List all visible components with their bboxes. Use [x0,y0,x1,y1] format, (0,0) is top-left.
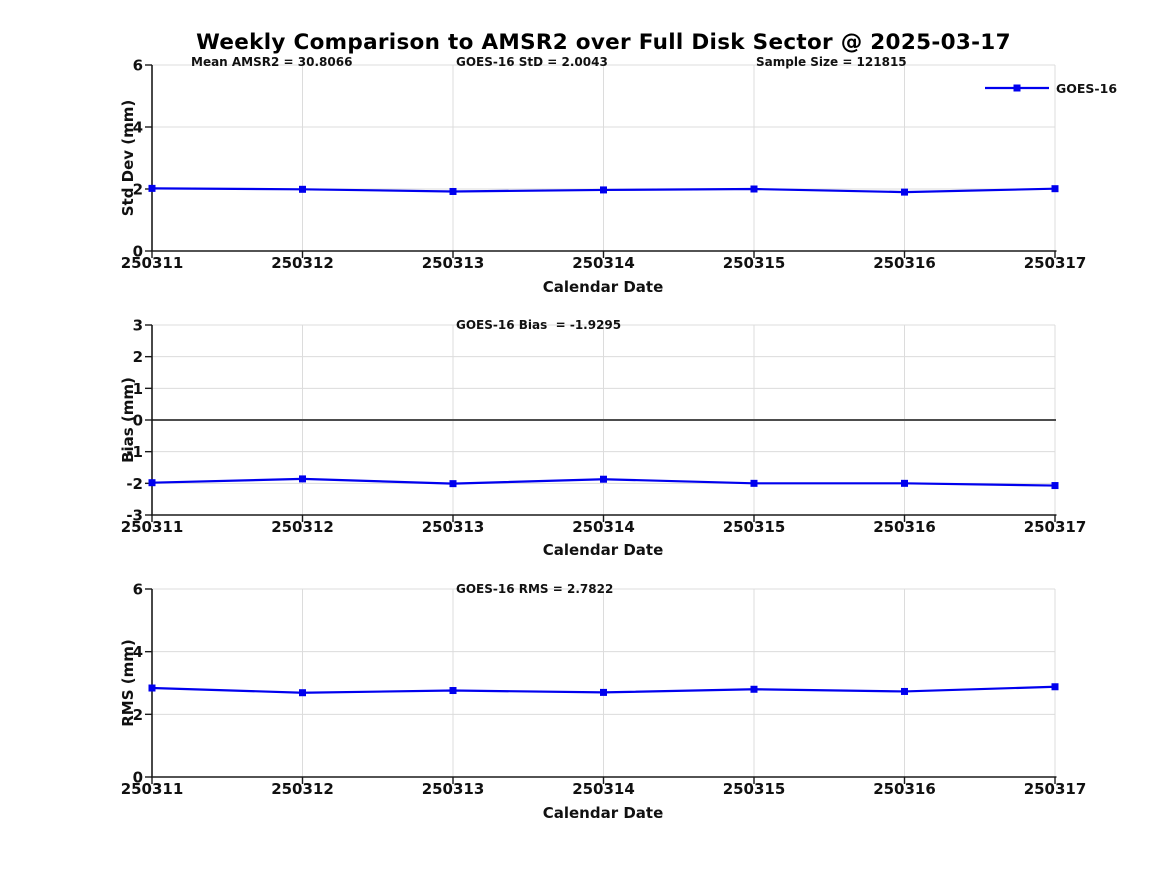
figure-title: Weekly Comparison to AMSR2 over Full Dis… [196,30,1011,55]
x-tick-label: 250315 [723,518,786,536]
subplot-1: 0 2 4 6 250311 250312 250313 250314 250315 250316… [121,57,1087,273]
y-tick-label: 6 [133,581,143,599]
y-tick-label: 4 [133,119,143,137]
legend-marker [1013,84,1021,92]
annotation-sample-size: Sample Size = 121815 [756,55,907,69]
subplot-3-series-goes-16 [148,683,1059,697]
subplot-3-tick-labels: 0 2 4 6 250311 250312 250313 250314 250315 250316… [121,581,1087,799]
data-point-marker [901,479,908,487]
data-point-marker [600,688,607,696]
y-tick-label: -1 [126,443,143,461]
data-point-marker [449,480,457,488]
x-tick-label: 250314 [572,254,635,272]
data-point-marker [148,479,156,487]
y-tick-label: 2 [133,348,143,366]
data-point-marker [449,187,457,195]
data-point-marker [1051,482,1059,490]
data-point-marker [600,186,607,194]
annotation-goes16-std: GOES-16 StD = 2.0043 [456,55,608,69]
y-axis-label-stddev: Std Dev (mm) [119,99,137,217]
y-tick-label: 3 [133,317,143,335]
y-tick-label: 0 [133,412,143,430]
x-tick-label: 250311 [121,780,184,798]
y-axis-label-bias: Bias (mm) [119,377,137,463]
data-point-marker [901,188,908,196]
legend-label-goes16: GOES-16 [1056,81,1118,96]
annotation-mean-amsr2: Mean AMSR2 = 30.8066 [191,55,353,69]
x-tick-label: 250315 [723,254,786,272]
subplot-1-axes [145,64,1057,258]
data-point-marker [148,184,156,192]
data-point-marker [901,687,908,695]
x-tick-label: 250317 [1024,518,1087,536]
data-point-marker [299,185,306,193]
data-point-marker [750,685,758,693]
data-point-marker [750,185,758,193]
subplot-2: -3 -2 -1 0 1 2 3 250311 250312 250313 250314 250315… [121,317,1087,537]
y-tick-label: 2 [133,706,143,724]
subplot-2-axes [145,324,1057,522]
x-axis-label-3: Calendar Date [542,804,664,822]
x-tick-label: 250312 [271,780,334,798]
legend-sample [985,84,1049,92]
subplot-3-grid [152,588,1056,777]
subplot-3: 0 2 4 6 250311 250312 250313 250314 250315 250316… [121,581,1087,799]
data-point-marker [1051,185,1059,193]
data-point-marker [299,689,306,697]
subplot-2-tick-labels: -3 -2 -1 0 1 2 3 250311 250312 250313 250314 250315… [121,317,1087,537]
x-axis-label-2: Calendar Date [542,541,664,559]
y-tick-label: 0 [133,243,143,261]
x-tick-label: 250311 [121,254,184,272]
x-tick-label: 250312 [271,254,334,272]
subplot-2-series-goes-16 [148,475,1059,490]
x-axis-label-1: Calendar Date [542,278,664,296]
y-tick-label: 1 [133,380,143,398]
y-tick-label: -2 [126,475,143,493]
y-tick-label: 0 [133,769,143,787]
subplot-3-axes [145,588,1057,784]
data-point-marker [750,479,758,487]
y-axis-label-rms: RMS (mm) [119,639,137,727]
x-tick-label: 250313 [422,254,485,272]
data-point-marker [148,684,156,692]
x-tick-label: 250317 [1024,780,1087,798]
data-point-marker [1051,683,1059,691]
subplot-1-grid [152,64,1056,251]
x-tick-label: 250317 [1024,254,1087,272]
annotation-goes16-bias: GOES-16 Bias = -1.9295 [456,318,622,332]
subplot-1-tick-labels: 0 2 4 6 250311 250312 250313 250314 250315 250316… [121,57,1087,273]
x-tick-label: 250315 [723,780,786,798]
annotation-goes16-rms: GOES-16 RMS = 2.7822 [456,582,614,596]
y-tick-label: 2 [133,181,143,199]
x-tick-label: 250316 [873,518,936,536]
x-tick-label: 250314 [572,780,635,798]
subplot-1-series-goes-16 [148,184,1059,196]
x-tick-label: 250316 [873,780,936,798]
data-point-marker [600,475,607,483]
y-tick-label: -3 [126,507,143,525]
x-tick-label: 250313 [422,518,485,536]
x-tick-label: 250312 [271,518,334,536]
y-tick-label: 4 [133,643,143,661]
y-tick-label: 6 [133,57,143,75]
data-point-marker [449,687,457,695]
x-tick-label: 250313 [422,780,485,798]
x-tick-label: 250316 [873,254,936,272]
x-tick-label: 250311 [121,518,184,536]
x-tick-label: 250314 [572,518,635,536]
data-point-marker [299,475,306,483]
